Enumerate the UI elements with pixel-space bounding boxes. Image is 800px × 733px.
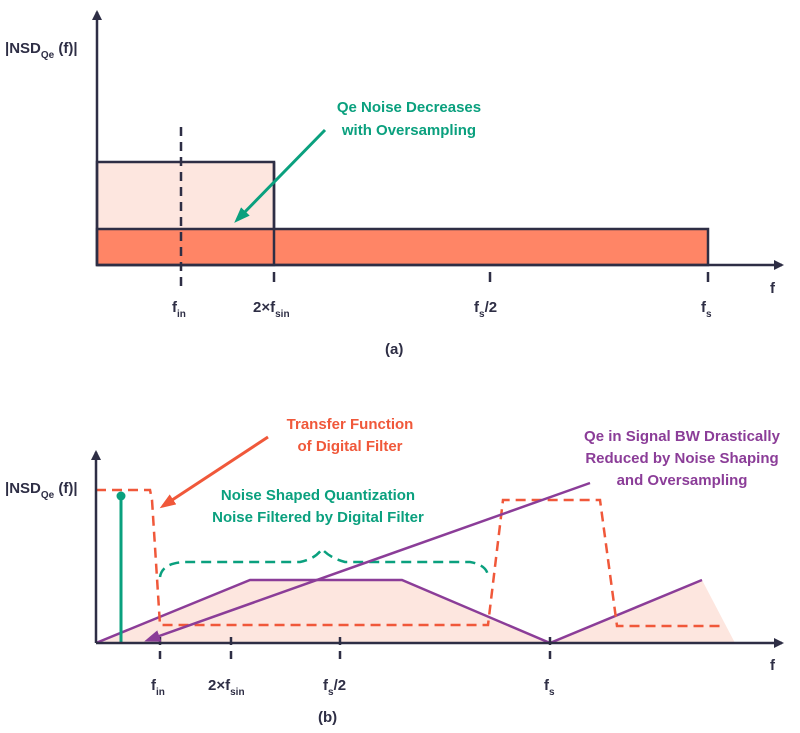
tick-label-fs-half-b: fs/2: [323, 677, 346, 698]
annotation-noise-line1: Noise Shaped Quantization: [221, 487, 415, 504]
caption-a: (a): [385, 341, 403, 358]
annotation-qe-line1: Qe in Signal BW Drastically: [584, 428, 781, 445]
tick-label-2fsin: 2×fsin: [253, 299, 290, 320]
noise-shaped-fill: [96, 580, 735, 643]
x-axis-label: f: [770, 280, 776, 297]
panel-b: |NSDQe (f)| f fin 2×fsin fs/2 fs Transfe…: [5, 416, 784, 726]
annotation-noise-decreases-line2: with Oversampling: [341, 122, 476, 139]
annotation-filter-line2: of Digital Filter: [298, 438, 403, 455]
annotation-arrow-orange: [159, 435, 269, 509]
caption-b: (b): [318, 709, 337, 726]
tick-label-2fsin-b: 2×fsin: [208, 677, 245, 698]
tick-label-fs: fs: [701, 299, 712, 320]
annotation-arrow-purple: [144, 481, 591, 642]
y-axis-label: |NSDQe (f)|: [5, 40, 78, 61]
noise-shaped-curve: [95, 578, 703, 645]
signal-tone-marker: [116, 491, 126, 501]
panel-a: |NSDQe (f)| f fin 2×fsin fs/2 fs Qe Nois…: [5, 10, 784, 358]
x-axis-label-b: f: [770, 657, 776, 674]
tick-label-fin: fin: [172, 299, 186, 320]
annotation-noise-decreases-line1: Qe Noise Decreases: [337, 99, 481, 116]
annotation-filter-line1: Transfer Function: [287, 416, 414, 433]
annotation-qe-line2: Reduced by Noise Shaping: [585, 450, 778, 467]
y-axis-label-b: |NSDQe (f)|: [5, 480, 78, 501]
oversampled-noise-band: [95, 227, 710, 267]
tick-label-fs-b: fs: [544, 677, 555, 698]
tick-label-fin-b: fin: [151, 677, 165, 698]
annotation-arrow-green: [234, 128, 327, 223]
annotation-qe-line3: and Oversampling: [617, 472, 748, 489]
annotation-noise-line2: Noise Filtered by Digital Filter: [212, 509, 424, 526]
digital-filter-transfer-function: [96, 488, 722, 628]
tick-label-fs-half: fs/2: [474, 299, 497, 320]
filtered-noise-envelope: [158, 546, 490, 578]
